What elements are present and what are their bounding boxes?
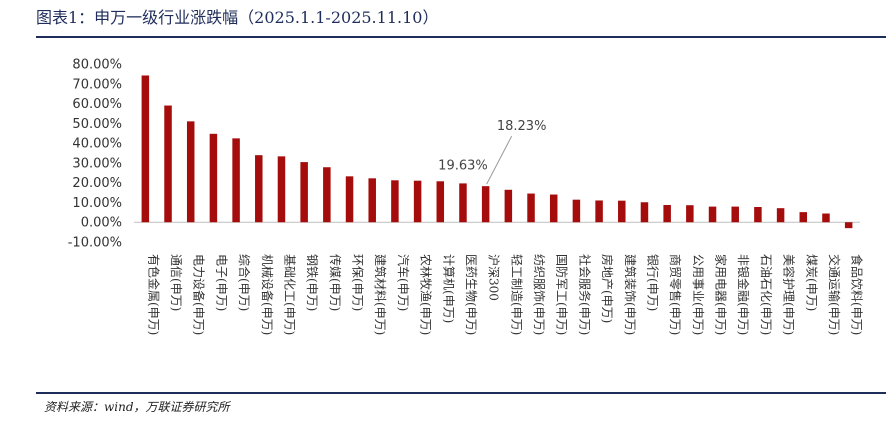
bar-22	[618, 200, 626, 223]
annotation-label: 19.63%	[438, 158, 488, 173]
category-label: 基础化工(申万)	[282, 254, 296, 335]
category-label: 沪深300	[487, 254, 501, 301]
bar-16	[481, 186, 490, 223]
y-tick-label: 70.00%	[72, 77, 122, 92]
y-tick-label: 50.00%	[72, 117, 122, 132]
category-label: 建筑装饰(申万)	[623, 254, 638, 335]
bar-24	[663, 205, 671, 223]
bar-13	[413, 180, 422, 223]
category-label: 农林牧渔(申万)	[419, 254, 433, 335]
bar-25	[686, 205, 694, 223]
category-label: 社会服务(申万)	[577, 254, 592, 335]
y-tick-label: -10.00%	[68, 236, 122, 251]
source-note: 资料来源：wind，万联证券研究所	[44, 400, 230, 414]
y-tick-label: 30.00%	[72, 156, 122, 171]
bar-31	[822, 213, 830, 223]
bar-30	[799, 212, 808, 223]
bar-26	[708, 206, 717, 223]
category-label: 公用事业(申万)	[691, 254, 705, 335]
category-label: 煤炭(申万)	[804, 254, 818, 311]
category-label: 国防军工(申万)	[555, 254, 570, 335]
category-label: 纺织服饰(申万)	[532, 254, 546, 335]
bar-28	[754, 206, 762, 223]
bar-12	[391, 180, 399, 223]
bar-27	[731, 206, 739, 223]
annotation-leader-line	[486, 135, 513, 185]
category-label: 有色金属(申万)	[146, 254, 161, 335]
y-tick-label: 20.00%	[72, 176, 122, 191]
bar-2	[164, 105, 172, 223]
bar-11	[368, 178, 376, 223]
bar-19	[549, 194, 558, 223]
y-tick-label: 10.00%	[72, 196, 122, 211]
figure-title: 图表1：申万一级行业涨跌幅（2025.1.1-2025.11.10）	[36, 8, 439, 27]
category-label: 电力设备(申万)	[192, 254, 206, 335]
category-label: 银行(申万)	[645, 254, 659, 311]
bar-17	[504, 189, 513, 223]
bar-23	[640, 202, 649, 223]
bar-1	[141, 75, 150, 223]
bar-21	[595, 200, 603, 223]
bar-14	[436, 181, 445, 223]
bar-32	[844, 222, 853, 229]
bar-6	[255, 155, 263, 223]
category-label: 建筑材料(申万)	[373, 254, 388, 335]
bar-7	[277, 156, 286, 223]
category-label: 食品饮料(申万)	[850, 254, 865, 335]
category-label: 机械设备(申万)	[260, 254, 275, 335]
category-label: 综合(申万)	[237, 254, 252, 311]
annotation-label: 18.23%	[497, 119, 547, 134]
bar-4	[209, 133, 218, 223]
category-label: 通信(申万)	[169, 254, 183, 311]
bar-18	[527, 193, 535, 223]
bottom-rule	[36, 392, 886, 394]
bar-8	[300, 162, 308, 223]
category-label: 计算机(申万)	[441, 254, 456, 323]
y-tick-label: 60.00%	[72, 97, 122, 112]
category-label: 钢铁(申万)	[305, 254, 319, 311]
category-label: 美容护理(申万)	[782, 254, 797, 335]
category-label: 非银金融(申万)	[736, 254, 751, 335]
bar-3	[186, 121, 195, 223]
category-label: 交通运输(申万)	[827, 254, 842, 335]
y-tick-label: 80.00%	[72, 58, 122, 73]
category-label: 电子(申万)	[214, 254, 228, 311]
category-label: 环保(申万)	[351, 254, 365, 311]
bar-20	[572, 199, 581, 223]
category-label: 石油石化(申万)	[759, 254, 773, 335]
bar-15	[459, 183, 467, 223]
category-label: 传媒(申万)	[328, 254, 343, 311]
bar-9	[323, 167, 331, 223]
y-tick-label: 0.00%	[81, 216, 122, 231]
bar-10	[345, 176, 354, 223]
category-label: 房地产(申万)	[600, 254, 615, 323]
bar-29	[776, 208, 785, 223]
category-label: 商贸零售(申万)	[668, 254, 683, 335]
category-label: 轻工制造(申万)	[509, 254, 523, 335]
category-label: 家用电器(申万)	[714, 254, 729, 335]
category-label: 汽车(申万)	[396, 254, 411, 311]
category-label: 医药生物(申万)	[464, 254, 478, 335]
y-tick-label: 40.00%	[72, 137, 122, 152]
bar-5	[232, 138, 240, 223]
top-rule	[36, 36, 886, 38]
